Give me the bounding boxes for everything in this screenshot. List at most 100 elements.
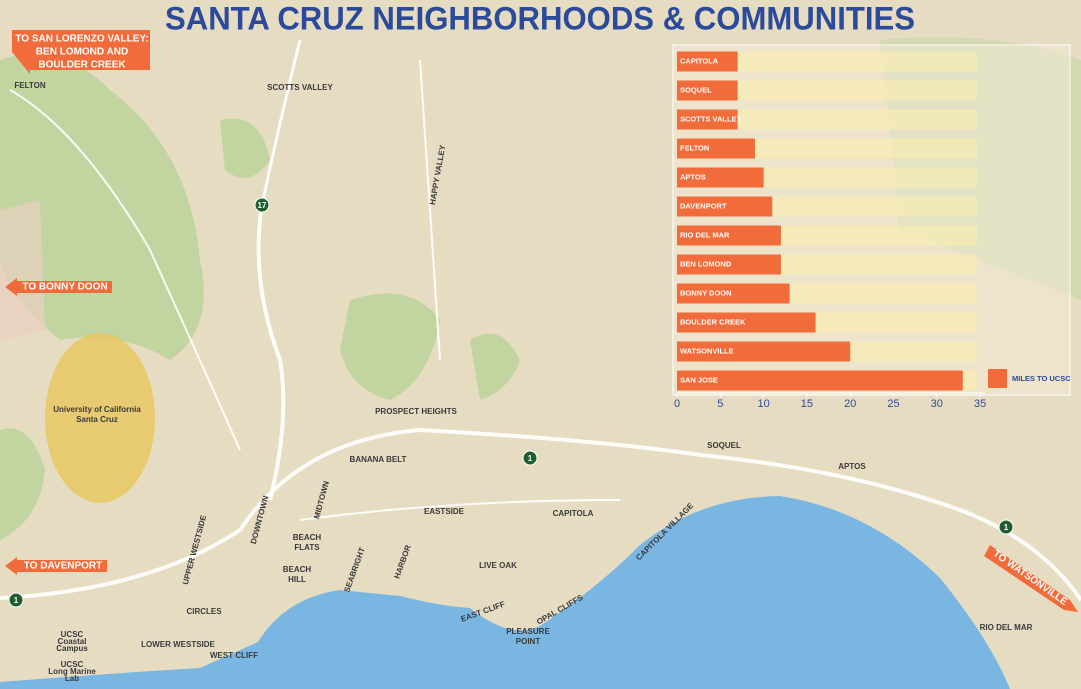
map-label: UCSC <box>61 630 84 639</box>
x-tick-label: 25 <box>887 398 899 410</box>
bar <box>677 225 781 246</box>
ucsc-campus <box>45 333 155 503</box>
x-tick-label: 35 <box>974 398 986 410</box>
map-label: APTOS <box>838 462 866 471</box>
shield-label: 1 <box>14 596 19 605</box>
row-band <box>677 51 977 72</box>
map-label: FELTON <box>14 81 45 90</box>
x-tick-label: 0 <box>674 398 680 410</box>
direction-label: TO SAN LORENZO VALLEY: <box>15 34 148 45</box>
map-label: Lab <box>65 674 79 683</box>
bar <box>677 51 738 72</box>
x-tick-label: 10 <box>757 398 769 410</box>
title: SANTA CRUZ NEIGHBORHOODS & COMMUNITIES <box>165 0 915 36</box>
park <box>0 428 45 540</box>
category-label: BONNY DOON <box>680 288 732 297</box>
bar <box>677 254 781 275</box>
road <box>419 59 441 361</box>
park <box>220 118 270 178</box>
map-label: SOQUEL <box>707 441 741 450</box>
category-label: APTOS <box>680 172 706 181</box>
bar <box>677 196 773 217</box>
park <box>340 293 440 400</box>
shield <box>8 592 24 608</box>
bar <box>677 138 755 159</box>
x-tick-label: 5 <box>717 398 723 410</box>
road <box>299 499 621 521</box>
map-label: UCSC <box>61 660 84 669</box>
bar <box>677 341 851 362</box>
x-tick-label: 30 <box>931 398 943 410</box>
map-label: POINT <box>516 637 541 646</box>
map-label: BEACH <box>293 533 322 542</box>
highway-17 <box>256 204 286 501</box>
category-label: CAPITOLA <box>680 56 719 65</box>
shield <box>522 450 538 466</box>
map-label: HILL <box>288 575 306 584</box>
highway-shields: 17 1 1 1 <box>8 197 1014 608</box>
shield-label: 17 <box>258 201 267 210</box>
map-label: PLEASURE <box>506 627 550 636</box>
row-band <box>677 80 977 101</box>
legend-label: MILES TO UCSC <box>1012 374 1071 383</box>
x-tick-label: 15 <box>801 398 813 410</box>
x-tick-label: 20 <box>844 398 856 410</box>
district <box>0 200 45 340</box>
direction-label: TO BONNY DOON <box>22 282 107 293</box>
bar <box>677 109 738 130</box>
park <box>470 333 520 400</box>
row-band <box>677 109 977 130</box>
bar <box>677 80 738 101</box>
map-label: RIO DEL MAR <box>980 623 1033 632</box>
highway-1 <box>0 427 1081 602</box>
bar <box>677 283 790 304</box>
shield <box>254 197 270 213</box>
arrow <box>12 30 150 74</box>
map-label: WEST CLIFF <box>210 651 258 660</box>
bar <box>677 167 764 188</box>
legend-swatch <box>988 369 1007 388</box>
map-label: Santa Cruz <box>76 415 118 424</box>
road <box>9 89 241 451</box>
map-label: Coastal <box>58 637 87 646</box>
map-label: CAPITOLA <box>553 509 594 518</box>
map-label: University of California <box>53 405 141 414</box>
category-label: BEN LOMOND <box>680 259 732 268</box>
roads <box>0 39 1081 602</box>
category-label: WATSONVILLE <box>680 346 734 355</box>
category-label: RIO DEL MAR <box>680 230 730 239</box>
category-label: BOULDER CREEK <box>680 317 746 326</box>
map-label: BEACH <box>283 565 312 574</box>
chart-panel <box>672 44 1071 396</box>
category-label: FELTON <box>680 143 709 152</box>
map-label: CIRCLES <box>186 607 222 616</box>
bar <box>677 370 963 391</box>
map-label: PROSPECT HEIGHTS <box>375 407 457 416</box>
map-label: LOWER WESTSIDE <box>141 640 215 649</box>
category-label: SAN JOSE <box>680 375 718 384</box>
arrow <box>5 278 112 296</box>
category-label: DAVENPORT <box>680 201 727 210</box>
map-label: LIVE OAK <box>479 561 517 570</box>
ocean <box>0 496 1010 689</box>
bar <box>677 312 816 333</box>
highway-17-north <box>260 39 302 206</box>
category-label: SCOTTS VALLEY <box>680 114 742 123</box>
map-label: Campus <box>56 644 88 653</box>
direction-label: BOULDER CREEK <box>38 60 126 71</box>
chart: CAPITOLA SOQUEL SCOTTS VALLEY FELTON APTOS DA… <box>672 44 1071 410</box>
map-label: EASTSIDE <box>424 507 465 516</box>
direction-label: BEN LOMOND AND <box>36 47 128 58</box>
map-label: FLATS <box>294 543 320 552</box>
arrow <box>5 557 107 575</box>
shield <box>998 519 1014 535</box>
shield-label: 1 <box>1004 523 1009 532</box>
map-label: SCOTTS VALLEY <box>267 83 333 92</box>
direction-label: TO DAVENPORT <box>24 561 103 572</box>
map-label: BANANA BELT <box>350 455 407 464</box>
map-label: Long Marine <box>48 667 96 676</box>
category-label: SOQUEL <box>680 85 712 94</box>
